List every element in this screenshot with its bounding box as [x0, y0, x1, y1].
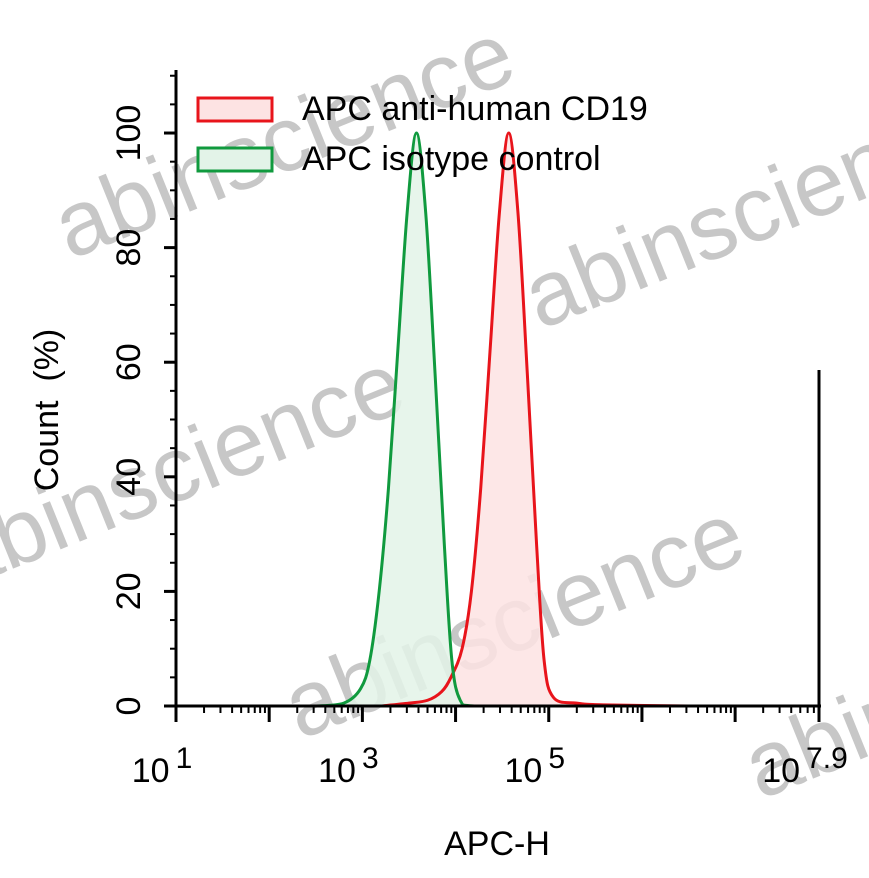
x-tick-label: 10 1	[132, 742, 193, 790]
legend-swatch-1	[196, 146, 274, 173]
x-tick-base: 10	[504, 752, 542, 790]
x-tick-base: 10	[132, 752, 170, 790]
y-axis-label: Count (%)	[28, 329, 66, 492]
x-tick-label: 10 7.9	[762, 742, 848, 790]
y-tick-label: 100	[110, 105, 148, 162]
x-tick-label: 10 3	[318, 742, 379, 790]
x-tick-base: 10	[762, 752, 800, 790]
y-tick-label: 60	[110, 343, 148, 381]
x-tick-exponent: 5	[548, 742, 565, 775]
x-tick-exponent: 3	[362, 742, 379, 775]
x-axis-label: APC-H	[444, 825, 550, 863]
x-tick-label: 10 5	[504, 742, 565, 790]
x-tick-base: 10	[318, 752, 356, 790]
y-tick-label: 40	[110, 458, 148, 496]
legend-label-0: APC anti-human CD19	[302, 90, 648, 128]
series-line-0	[380, 131, 689, 708]
x-tick-exponent: 1	[176, 742, 193, 775]
legend-swatch-0	[196, 96, 274, 123]
legend: APC anti-human CD19 APC isotype control	[196, 90, 648, 178]
y-tick-label: 0	[110, 697, 148, 716]
y-tick-label: 80	[110, 229, 148, 267]
legend-label-1: APC isotype control	[302, 140, 601, 178]
series-line-1	[315, 131, 549, 708]
x-tick-exponent: 7.9	[806, 742, 848, 775]
y-tick-label: 20	[110, 572, 148, 610]
series-fill-0	[381, 133, 689, 706]
series-fill-1	[315, 133, 549, 706]
